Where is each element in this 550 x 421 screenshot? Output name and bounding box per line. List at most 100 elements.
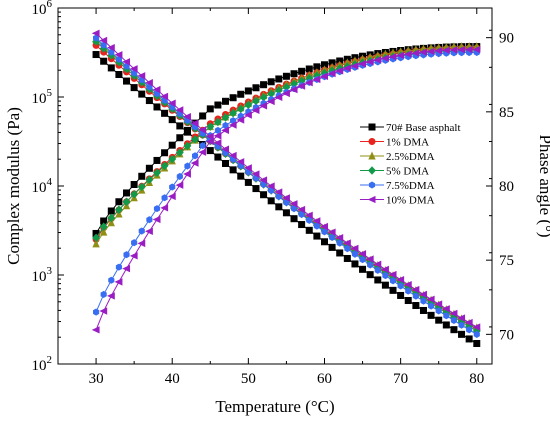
legend-item: 2.5%DMA bbox=[360, 151, 435, 163]
marker-triangle-left bbox=[464, 45, 473, 54]
marker-triangle-left bbox=[403, 280, 412, 289]
marker-triangle-left bbox=[99, 307, 108, 315]
legend-label: 2.5%DMA bbox=[386, 151, 435, 163]
marker-diamond bbox=[153, 168, 161, 177]
y-left-axis-title: Complex modulus (Pa) bbox=[4, 107, 23, 265]
marker-square bbox=[222, 159, 230, 167]
marker-square bbox=[214, 101, 222, 109]
marker-triangle-left bbox=[122, 58, 131, 66]
marker-square bbox=[229, 166, 237, 174]
marker-hexagon bbox=[329, 233, 336, 242]
legend-label: 1% DMA bbox=[386, 137, 429, 149]
marker-triangle-left bbox=[396, 275, 405, 284]
marker-triangle-left bbox=[419, 48, 427, 56]
marker-triangle-left bbox=[183, 112, 191, 121]
marker-diamond bbox=[206, 122, 215, 131]
marker-triangle-left bbox=[122, 264, 131, 273]
marker-triangle-left bbox=[228, 151, 237, 160]
marker-triangle-left bbox=[221, 126, 230, 135]
marker-diamond bbox=[122, 197, 131, 206]
marker-triangle-left bbox=[411, 285, 420, 294]
marker-hexagon bbox=[153, 205, 161, 213]
marker-square bbox=[130, 180, 138, 188]
marker-square bbox=[237, 90, 245, 98]
marker-hexagon bbox=[412, 292, 419, 300]
y-left-tick-exponent: 2 bbox=[47, 354, 53, 366]
marker-triangle-left bbox=[213, 132, 222, 140]
marker-square bbox=[244, 178, 252, 186]
marker-square bbox=[123, 77, 131, 85]
y-right-tick-label: 75 bbox=[499, 253, 514, 269]
marker-triangle-left bbox=[274, 93, 283, 102]
marker-hexagon bbox=[161, 194, 168, 202]
marker-diamond bbox=[145, 175, 154, 184]
marker-triangle-left bbox=[213, 139, 222, 147]
marker-square bbox=[473, 339, 481, 347]
marker-triangle-left bbox=[244, 111, 252, 119]
marker-square bbox=[450, 326, 458, 334]
marker-square bbox=[237, 172, 245, 180]
x-tick-label: 60 bbox=[317, 371, 332, 387]
marker-circle bbox=[368, 138, 376, 146]
marker-triangle-left bbox=[91, 29, 100, 37]
marker-triangle-left bbox=[434, 300, 443, 308]
marker-square bbox=[275, 75, 283, 83]
x-tick-label: 80 bbox=[469, 371, 484, 387]
marker-triangle-left bbox=[266, 182, 275, 190]
marker-triangle-left bbox=[365, 58, 374, 66]
marker-triangle-left bbox=[152, 85, 161, 94]
legend-item: 5% DMA bbox=[360, 166, 429, 178]
marker-triangle-left bbox=[251, 170, 260, 178]
marker-square bbox=[282, 209, 290, 217]
marker-diamond bbox=[213, 117, 222, 127]
marker-triangle-left bbox=[221, 145, 230, 153]
y-left-tick-exponent: 4 bbox=[47, 176, 53, 188]
marker-hexagon bbox=[389, 277, 397, 285]
marker-square bbox=[107, 207, 115, 215]
marker-triangle-left bbox=[190, 159, 199, 167]
marker-square bbox=[290, 70, 298, 78]
marker-square bbox=[161, 109, 169, 117]
y-right-tick-label: 70 bbox=[499, 327, 514, 343]
marker-triangle-left bbox=[457, 46, 466, 54]
marker-triangle-left bbox=[335, 67, 344, 75]
marker-square bbox=[168, 116, 176, 124]
marker-triangle-left bbox=[403, 50, 412, 58]
marker-triangle-left bbox=[198, 126, 207, 134]
marker-triangle-left bbox=[419, 290, 427, 299]
marker-square bbox=[206, 105, 214, 113]
marker-triangle-left bbox=[358, 250, 367, 258]
marker-diamond bbox=[368, 166, 376, 175]
marker-triangle-left bbox=[266, 97, 275, 106]
marker-square bbox=[115, 198, 123, 206]
marker-square bbox=[412, 302, 420, 310]
marker-triangle-left bbox=[442, 46, 450, 54]
marker-square bbox=[419, 306, 427, 314]
y-left-tick-label: 106 bbox=[32, 0, 53, 18]
marker-square bbox=[320, 238, 328, 246]
marker-triangle-left bbox=[167, 192, 176, 201]
y-left-tick-exponent: 6 bbox=[47, 0, 53, 10]
marker-square bbox=[229, 94, 237, 102]
legend-item: 7.5%DMA bbox=[360, 180, 435, 192]
marker-diamond bbox=[137, 182, 146, 192]
marker-square bbox=[176, 134, 184, 142]
marker-hexagon bbox=[199, 142, 206, 150]
marker-square bbox=[381, 281, 389, 289]
marker-square bbox=[100, 57, 108, 65]
marker-hexagon bbox=[473, 330, 480, 338]
x-tick-label: 50 bbox=[241, 371, 256, 387]
marker-triangle-left bbox=[259, 176, 268, 184]
marker-hexagon bbox=[443, 312, 450, 320]
marker-triangle-left bbox=[297, 82, 306, 90]
legend-label: 70# Base asphalt bbox=[386, 122, 461, 134]
marker-hexagon bbox=[108, 276, 115, 284]
marker-hexagon bbox=[123, 251, 130, 259]
legend-item: 70# Base asphalt bbox=[360, 122, 461, 134]
marker-square bbox=[176, 122, 184, 130]
marker-triangle-left bbox=[426, 47, 435, 56]
marker-square bbox=[145, 97, 153, 105]
marker-triangle-left bbox=[160, 92, 169, 101]
marker-triangle-left bbox=[145, 227, 153, 235]
marker-triangle-left bbox=[114, 278, 123, 286]
